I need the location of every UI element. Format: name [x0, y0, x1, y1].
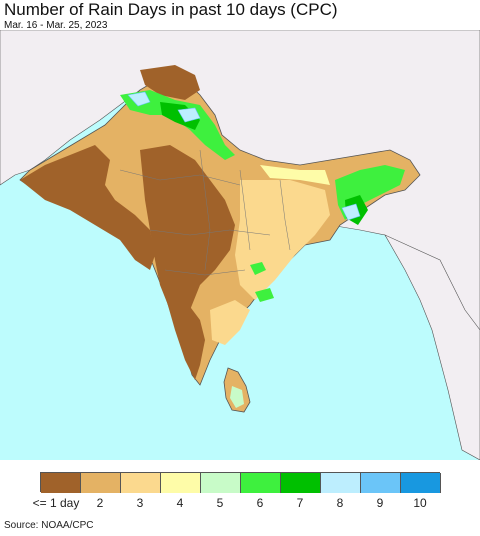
legend-label: 4: [176, 496, 184, 510]
wet-kashmir: [120, 90, 235, 160]
state-borders: [119, 149, 291, 276]
legend-swatch: [81, 473, 121, 493]
legend-swatch: [401, 473, 441, 493]
legend-label: 10: [413, 496, 427, 510]
legend-label: 6: [256, 496, 264, 510]
dry-west: [20, 145, 155, 270]
legend-label: 2: [96, 496, 104, 510]
land-east: [384, 234, 480, 460]
sri-lanka-wet: [230, 386, 244, 408]
legend-swatch: [361, 473, 401, 493]
legend-label: 5: [216, 496, 224, 510]
legend-swatch: [161, 473, 201, 493]
legend-swatch: [241, 473, 281, 493]
legend-label: 9: [376, 496, 384, 510]
dry-central: [140, 145, 235, 330]
map-subtitle: Mar. 16 - Mar. 25, 2023: [4, 20, 108, 31]
legend-swatch: [281, 473, 321, 493]
moderate-northeast: [260, 165, 330, 185]
dry-south: [165, 295, 205, 380]
legend-swatch: [201, 473, 241, 493]
legend-colorbar: [40, 472, 441, 493]
very-wet-northeast: [341, 203, 361, 221]
map-title: Number of Rain Days in past 10 days (CPC…: [4, 0, 338, 19]
wet-kashmir-core: [160, 102, 200, 130]
moderate-southeast: [210, 300, 250, 345]
rain-days-map: [0, 30, 480, 460]
very-wet-kashmir: [127, 91, 151, 107]
legend-label: 8: [336, 496, 344, 510]
legend-swatch: [121, 473, 161, 493]
legend-label: <= 1 day: [32, 496, 80, 510]
legend-label: 7: [296, 496, 304, 510]
legend-label: 3: [136, 496, 144, 510]
legend-swatch: [41, 473, 81, 493]
legend-swatch: [321, 473, 361, 493]
wet-spot-2: [255, 288, 274, 302]
wet-spot-1: [250, 262, 266, 275]
source-note: Source: NOAA/CPC: [4, 520, 94, 531]
dry-north: [140, 65, 200, 100]
very-wet-kashmir-2: [177, 107, 201, 123]
